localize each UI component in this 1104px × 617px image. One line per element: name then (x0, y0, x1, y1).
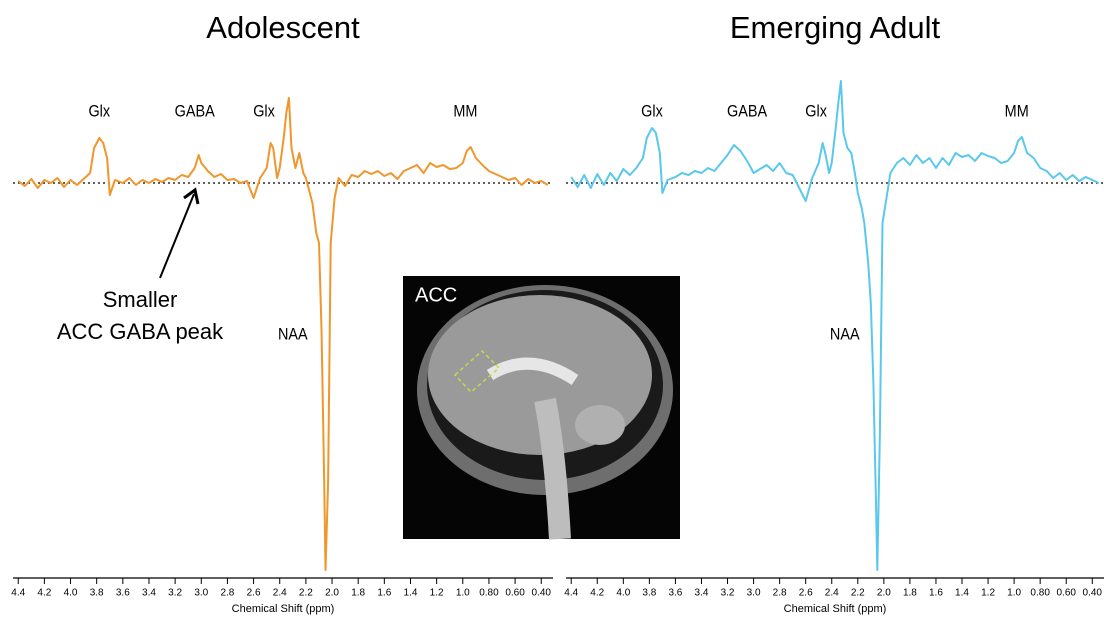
x-tick-label: 1.8 (903, 588, 917, 599)
x-tick-label: 4.0 (64, 588, 78, 599)
x-tick-label: 3.4 (142, 588, 156, 599)
x-tick-label: 2.6 (247, 588, 261, 599)
x-tick-label: 1.4 (955, 588, 969, 599)
peak-label: Glx (641, 102, 663, 120)
peak-label: NAA (278, 325, 308, 343)
x-tick-label: 2.4 (825, 588, 839, 599)
cerebellum (575, 405, 625, 445)
callout-text: Smaller (103, 287, 178, 312)
x-tick-label: 0.40 (1083, 588, 1103, 599)
callout-text: ACC GABA peak (57, 319, 224, 344)
x-tick-label: 3.0 (747, 588, 761, 599)
x-tick-label: 4.2 (37, 588, 51, 599)
peak-label: GABA (727, 102, 768, 120)
peak-label: Glx (805, 102, 827, 120)
x-tick-label: 1.2 (981, 588, 995, 599)
x-tick-label: 3.6 (116, 588, 130, 599)
peak-label: GABA (175, 102, 216, 120)
mri-inset: ACC (403, 276, 680, 539)
x-tick-label: 4.2 (590, 588, 604, 599)
peak-label: Glx (253, 102, 275, 120)
x-tick-label: 0.40 (531, 588, 551, 599)
x-tick-label: 0.60 (1056, 588, 1076, 599)
x-tick-label: 4.0 (616, 588, 630, 599)
x-tick-label: 1.0 (456, 588, 470, 599)
x-tick-label: 4.4 (564, 588, 578, 599)
x-tick-label: 3.6 (668, 588, 682, 599)
x-tick-label: 1.6 (377, 588, 391, 599)
x-tick-label: 2.8 (773, 588, 787, 599)
x-tick-label: 1.4 (404, 588, 418, 599)
inset-label: ACC (415, 284, 457, 306)
x-tick-label: 4.4 (11, 588, 25, 599)
x-tick-label: 0.80 (479, 588, 499, 599)
peak-label: NAA (830, 325, 860, 343)
x-axis-label: Chemical Shift (ppm) (784, 603, 887, 615)
x-tick-label: 3.8 (90, 588, 104, 599)
x-tick-label: 1.8 (351, 588, 365, 599)
x-tick-label: 3.4 (695, 588, 709, 599)
x-tick-label: 1.0 (1007, 588, 1021, 599)
peak-label: MM (1005, 102, 1029, 120)
x-tick-label: 2.6 (799, 588, 813, 599)
x-tick-label: 1.2 (430, 588, 444, 599)
x-tick-label: 1.6 (929, 588, 943, 599)
x-tick-label: 2.8 (220, 588, 234, 599)
x-tick-label: 3.2 (721, 588, 735, 599)
x-tick-label: 3.2 (168, 588, 182, 599)
x-tick-label: 2.2 (851, 588, 865, 599)
callout-arrow (160, 194, 194, 278)
x-tick-label: 2.0 (877, 588, 891, 599)
x-tick-label: 0.60 (505, 588, 525, 599)
chart-title: Emerging Adult (730, 10, 941, 45)
x-tick-label: 3.0 (194, 588, 208, 599)
chart-title: Adolescent (206, 10, 360, 45)
figure: ACC Adolescent Chemical Shift (ppm) 4.4 4.2… (0, 0, 1104, 617)
x-tick-label: 2.4 (273, 588, 287, 599)
peak-label: MM (453, 102, 477, 120)
x-tick-label: 0.80 (1030, 588, 1050, 599)
x-tick-label: 3.8 (642, 588, 656, 599)
x-tick-label: 2.0 (325, 588, 339, 599)
x-tick-label: 2.2 (299, 588, 313, 599)
peak-label: Glx (88, 102, 110, 120)
x-axis-label: Chemical Shift (ppm) (232, 603, 335, 615)
